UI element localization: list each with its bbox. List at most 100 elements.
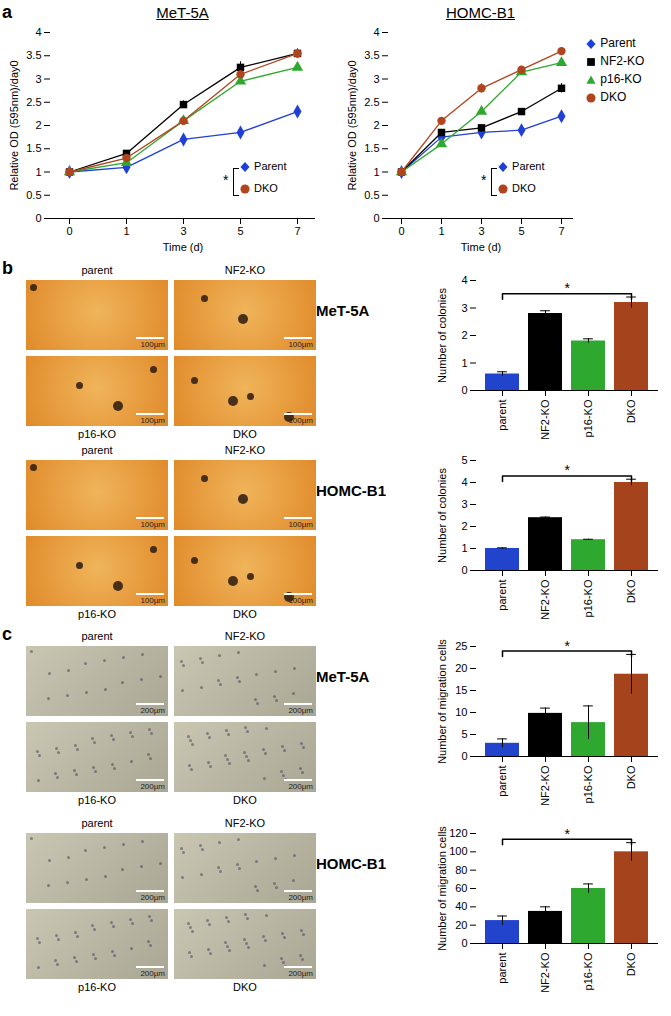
svg-text:5: 5 — [518, 225, 524, 237]
html-text:NF2-KO: NF2-KO — [224, 444, 266, 456]
svg-text:DKO: DKO — [625, 579, 637, 603]
svg-text:Number of migration cells: Number of migration cells — [436, 826, 448, 951]
svg-text:4: 4 — [373, 26, 379, 38]
svg-text:0.5: 0.5 — [364, 189, 379, 201]
svg-text:5: 5 — [461, 728, 467, 740]
svg-text:10: 10 — [455, 706, 467, 718]
html-text:Parent: Parent — [251, 160, 287, 172]
svg-text:*: * — [564, 638, 570, 654]
svg-text:p16-KO: p16-KO — [582, 952, 594, 990]
svg-text:p16-KO: p16-KO — [582, 399, 594, 437]
html-text:p16-KO: p16-KO — [597, 72, 642, 86]
svg-text:Number of colonies: Number of colonies — [436, 468, 448, 563]
svg-text:5: 5 — [461, 454, 467, 466]
svg-text:60: 60 — [455, 882, 467, 894]
svg-text:NF2-KO: NF2-KO — [539, 765, 551, 806]
svg-text:Relative OD (595nm)/day0: Relative OD (595nm)/day0 — [8, 60, 20, 190]
svg-text:1: 1 — [461, 542, 467, 554]
svg-text:1.5: 1.5 — [364, 142, 379, 154]
svg-text:0.5: 0.5 — [26, 189, 41, 201]
svg-text:15: 15 — [455, 684, 467, 696]
svg-text:100: 100 — [449, 845, 467, 857]
svg-text:4: 4 — [461, 476, 467, 488]
html-text:NF2-KO: NF2-KO — [597, 54, 645, 68]
svg-text:Number of migration cells: Number of migration cells — [436, 639, 448, 764]
svg-text:0: 0 — [461, 564, 467, 576]
svg-text:2.5: 2.5 — [26, 96, 41, 108]
svg-text:3: 3 — [461, 302, 467, 314]
svg-text:1: 1 — [461, 357, 467, 369]
svg-text:p16-KO: p16-KO — [582, 765, 594, 803]
html-text:MeT-5A: MeT-5A — [316, 668, 370, 685]
html-text:DKO: DKO — [251, 182, 278, 194]
svg-text:3: 3 — [478, 225, 484, 237]
svg-text:NF2-KO: NF2-KO — [539, 399, 551, 440]
svg-text:3.5: 3.5 — [26, 49, 41, 61]
svg-text:parent: parent — [496, 400, 508, 431]
svg-text:2: 2 — [461, 520, 467, 532]
html-text:Parent: Parent — [597, 36, 636, 50]
svg-text:3: 3 — [35, 73, 41, 85]
svg-text:2: 2 — [461, 329, 467, 341]
html-text:HOMC-B1: HOMC-B1 — [316, 855, 386, 872]
svg-text:*: * — [564, 462, 570, 478]
svg-text:DKO: DKO — [625, 765, 637, 789]
svg-text:40: 40 — [455, 900, 467, 912]
svg-text:3: 3 — [373, 73, 379, 85]
svg-text:2.5: 2.5 — [364, 96, 379, 108]
svg-text:0: 0 — [461, 937, 467, 949]
svg-text:DKO: DKO — [625, 952, 637, 976]
svg-text:Number of colonies: Number of colonies — [436, 288, 448, 383]
html-text:MeT-5A: MeT-5A — [316, 302, 370, 319]
svg-text:3.5: 3.5 — [364, 49, 379, 61]
svg-text:DKO: DKO — [625, 399, 637, 423]
svg-text:0: 0 — [461, 750, 467, 762]
svg-text:parent: parent — [496, 766, 508, 797]
svg-text:1.5: 1.5 — [26, 142, 41, 154]
html-text:Parent: Parent — [509, 160, 545, 172]
html-text:NF2-KO: NF2-KO — [224, 264, 266, 276]
svg-text:7: 7 — [558, 225, 564, 237]
html-text:DKO: DKO — [233, 428, 257, 440]
svg-text:80: 80 — [455, 864, 467, 876]
svg-text:Time (d): Time (d) — [461, 241, 502, 253]
html-text:DKO: DKO — [597, 90, 627, 104]
svg-text:NF2-KO: NF2-KO — [539, 952, 551, 993]
svg-text:0: 0 — [35, 212, 41, 224]
svg-text:*: * — [564, 280, 570, 296]
svg-text:25: 25 — [455, 640, 467, 652]
svg-text:0: 0 — [66, 225, 72, 237]
html-text:p16-KO: p16-KO — [78, 428, 116, 440]
svg-text:20: 20 — [455, 662, 467, 674]
svg-text:*: * — [564, 826, 570, 842]
html-text:parent: parent — [81, 264, 113, 276]
svg-text:1: 1 — [438, 225, 444, 237]
svg-text:Time (d): Time (d) — [163, 241, 204, 253]
svg-text:120: 120 — [449, 827, 467, 839]
svg-text:1: 1 — [123, 225, 129, 237]
svg-text:7: 7 — [294, 225, 300, 237]
html-text:HOMC-B1: HOMC-B1 — [316, 482, 386, 499]
svg-text:3: 3 — [180, 225, 186, 237]
svg-text:NF2-KO: NF2-KO — [539, 579, 551, 620]
svg-text:2: 2 — [373, 119, 379, 131]
svg-text:20: 20 — [455, 919, 467, 931]
svg-text:3: 3 — [461, 498, 467, 510]
svg-text:0: 0 — [398, 225, 404, 237]
svg-text:1: 1 — [35, 166, 41, 178]
html-text:parent: parent — [81, 444, 113, 456]
svg-text:parent: parent — [496, 953, 508, 984]
svg-text:0: 0 — [461, 384, 467, 396]
svg-text:parent: parent — [496, 580, 508, 611]
html-text:HOMC-B1: HOMC-B1 — [445, 4, 516, 21]
html-text:DKO: DKO — [509, 182, 536, 194]
svg-text:0: 0 — [373, 212, 379, 224]
svg-text:p16-KO: p16-KO — [582, 579, 594, 617]
svg-text:Relative OD (595nm)/day0: Relative OD (595nm)/day0 — [346, 60, 358, 190]
svg-text:4: 4 — [461, 274, 467, 286]
svg-text:1: 1 — [373, 166, 379, 178]
html-text:MeT-5A: MeT-5A — [156, 4, 209, 21]
svg-text:4: 4 — [35, 26, 41, 38]
svg-text:2: 2 — [35, 119, 41, 131]
svg-text:5: 5 — [237, 225, 243, 237]
